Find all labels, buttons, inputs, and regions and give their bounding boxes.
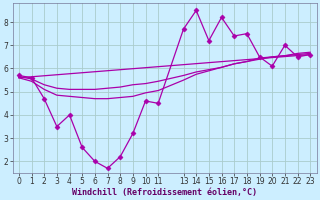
X-axis label: Windchill (Refroidissement éolien,°C): Windchill (Refroidissement éolien,°C) [72, 188, 257, 197]
